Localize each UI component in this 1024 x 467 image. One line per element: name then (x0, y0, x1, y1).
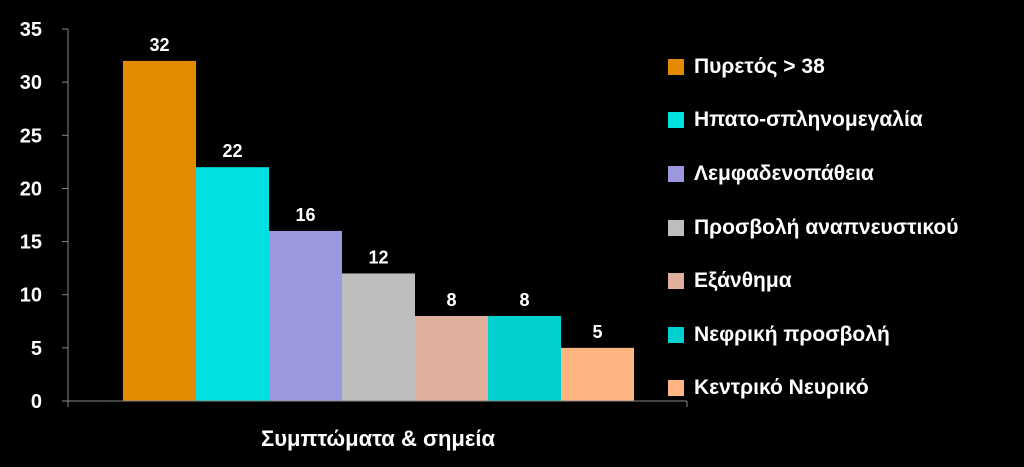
legend-swatch (668, 219, 684, 236)
y-tick-label: 25 (20, 125, 42, 147)
y-tick-label: 10 (20, 285, 42, 307)
legend-swatch (668, 112, 684, 129)
legend-swatch (668, 273, 684, 290)
legend-label: Προσβολή αναπνευστικού (694, 215, 959, 239)
data-label: 32 (149, 35, 169, 55)
legend-item: Νεφρική προσβολή (668, 308, 1018, 362)
legend-label: Λεμφαδενοπάθεια (694, 161, 874, 185)
y-tick-label: 5 (31, 338, 42, 360)
legend-item: Λεμφαδενοπάθεια (668, 147, 1018, 201)
legend-swatch (668, 326, 684, 343)
data-label: 22 (222, 141, 242, 161)
legend-label: Κεντρικό Νευρικό (694, 376, 869, 400)
y-tick-label: 35 (20, 19, 42, 41)
legend-label: Εξάνθημα (694, 269, 792, 293)
legend-item: Εξάνθημα (668, 254, 1018, 308)
bar (488, 315, 561, 401)
data-label: 8 (519, 290, 529, 310)
legend-item: Προσβολή αναπνευστικού (668, 201, 1018, 255)
x-axis (67, 400, 688, 407)
x-axis-title: Συμπτώματα & σημεία (261, 426, 495, 451)
data-label: 12 (368, 247, 388, 267)
legend-swatch (668, 165, 684, 182)
data-label: 16 (295, 205, 315, 225)
y-tick-label: 20 (20, 178, 42, 200)
legend-swatch (668, 58, 684, 75)
data-label: 5 (592, 322, 602, 342)
legend-label: Ηπατο-σπληνομεγαλία (694, 108, 923, 132)
legend-item: Πυρετός > 38 (668, 40, 1018, 94)
bar (342, 273, 415, 401)
bar (269, 230, 342, 401)
bar (196, 167, 269, 401)
legend-item: Κεντρικό Νευρικό (668, 362, 1018, 416)
data-label: 8 (446, 290, 456, 310)
y-axis: 0 5 10 15 20 25 30 35 (20, 19, 69, 413)
bar (561, 347, 634, 401)
y-tick-label: 30 (20, 72, 42, 94)
bar (415, 315, 488, 401)
legend-label: Πυρετός > 38 (694, 54, 825, 78)
bar (123, 60, 196, 402)
y-tick-label: 0 (31, 391, 42, 413)
legend-label: Νεφρική προσβολή (694, 322, 890, 346)
y-tick-label: 15 (20, 232, 42, 254)
legend: Πυρετός > 38 Ηπατο-σπληνομεγαλία Λεμφαδενο… (668, 40, 1018, 415)
legend-swatch (668, 380, 684, 397)
bars: 32 22 16 12 8 8 5 (123, 35, 634, 402)
legend-item: Ηπατο-σπληνομεγαλία (668, 94, 1018, 148)
